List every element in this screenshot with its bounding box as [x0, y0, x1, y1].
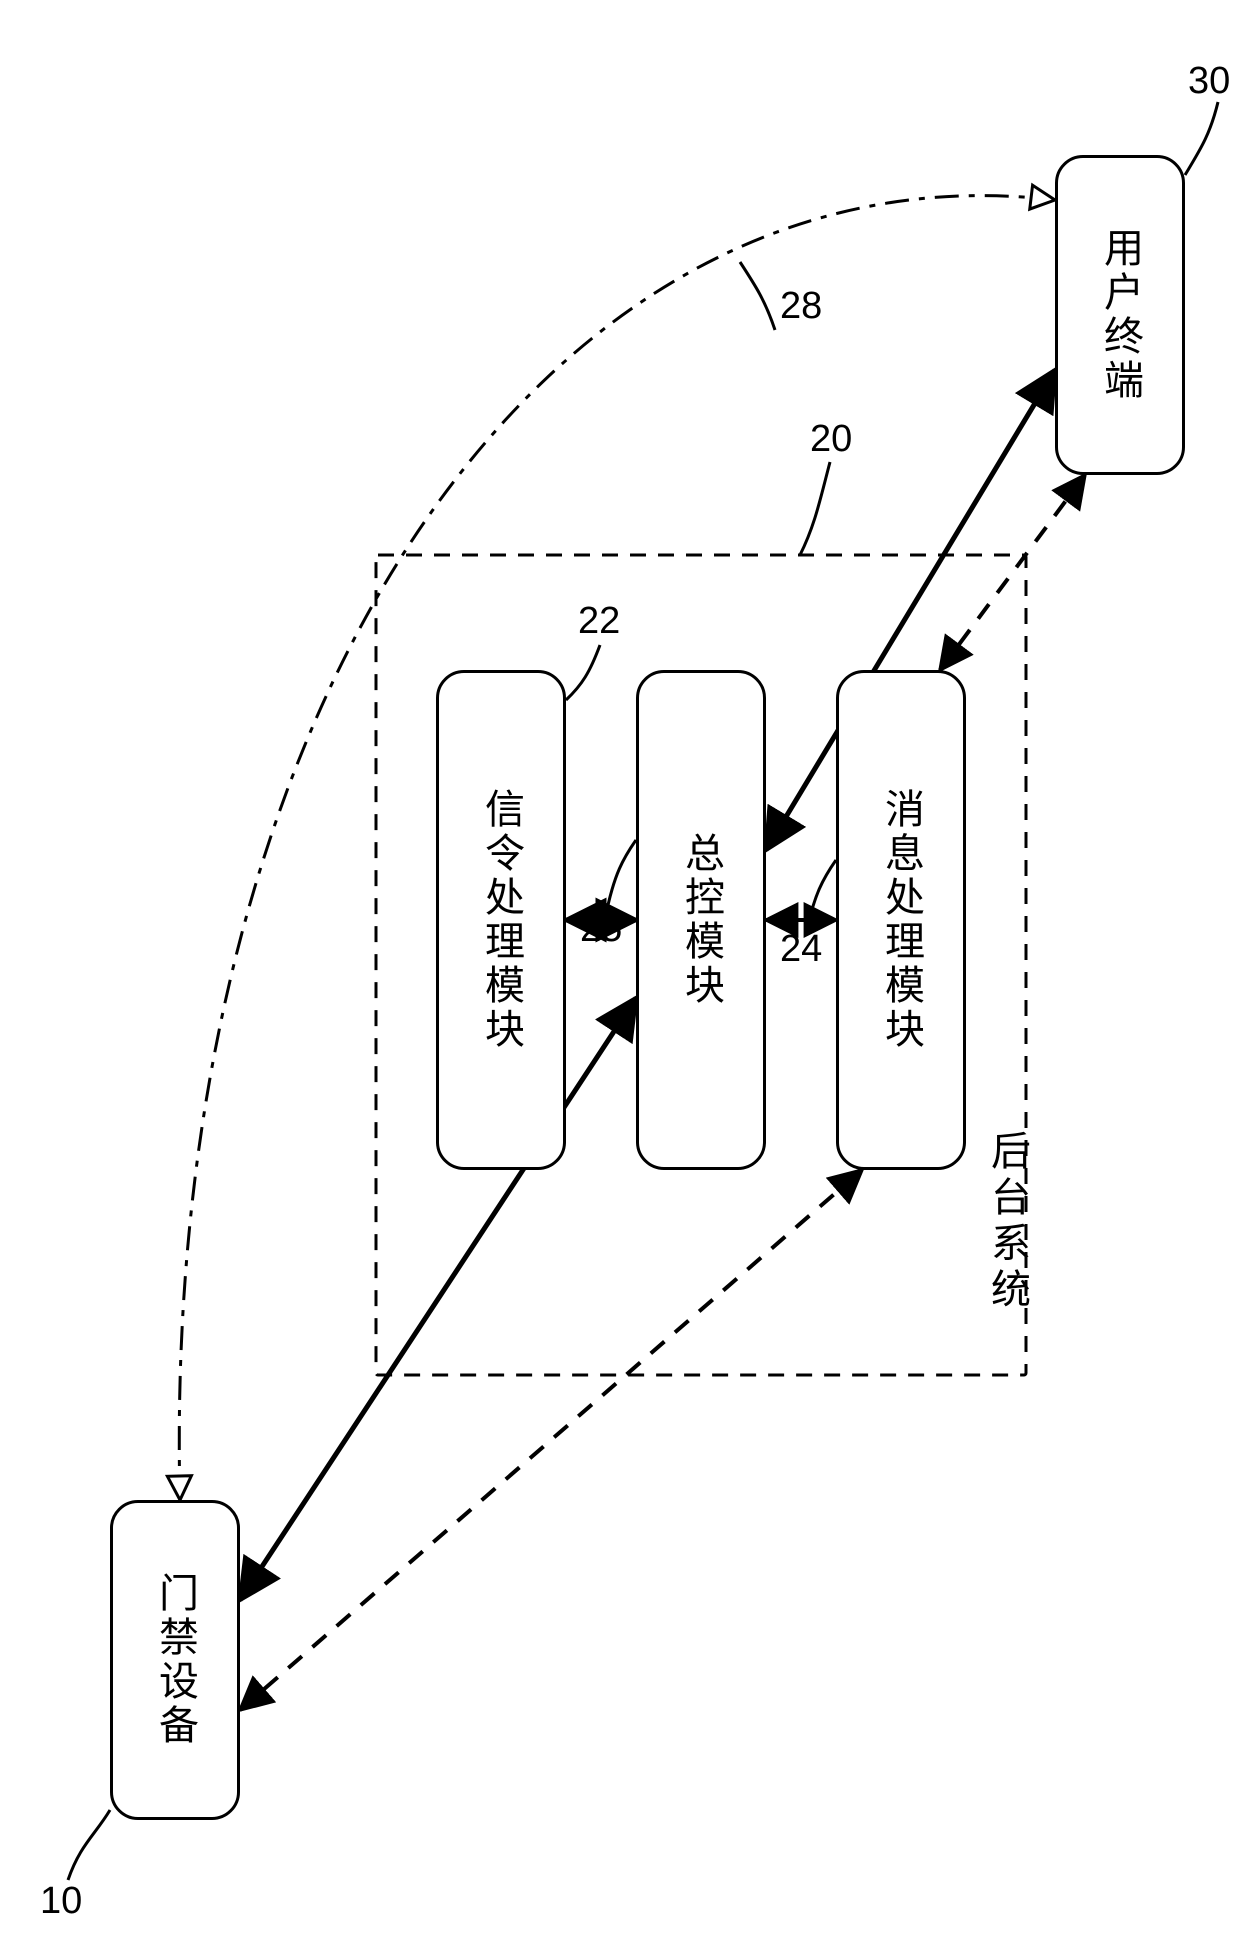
ref-leader-10 [68, 1810, 110, 1880]
container-label: 后台系统 [978, 1130, 1036, 1314]
node-access-device-label: 门禁设备 [146, 1572, 204, 1748]
node-signaling-module-label: 信令处理模块 [472, 788, 530, 1052]
ref-20: 20 [810, 418, 852, 461]
node-access-device: 门禁设备 [110, 1500, 240, 1820]
ref-leader-22 [566, 645, 600, 700]
node-user-terminal: 用户终端 [1055, 155, 1185, 475]
ref-leader-20 [800, 462, 830, 555]
node-message-module-label: 消息处理模块 [872, 788, 930, 1052]
ref-28: 28 [780, 285, 822, 328]
edge-access-message [240, 1170, 862, 1710]
node-user-terminal-label: 用户终端 [1091, 227, 1149, 403]
ref-leader-25 [608, 840, 636, 905]
ref-30: 30 [1188, 60, 1230, 103]
node-master-module-label: 总控模块 [672, 832, 730, 1008]
ref-24: 24 [780, 928, 822, 971]
ref-leader-28 [740, 262, 775, 330]
node-signaling-module: 信令处理模块 [436, 670, 566, 1170]
ref-10: 10 [40, 1880, 82, 1923]
ref-22: 22 [578, 600, 620, 643]
ref-leader-30 [1185, 102, 1218, 175]
ref-leader-24 [808, 860, 836, 925]
node-message-module: 消息处理模块 [836, 670, 966, 1170]
node-master-module: 总控模块 [636, 670, 766, 1170]
ref-25: 25 [580, 908, 622, 951]
edge-message-terminal [940, 475, 1085, 670]
